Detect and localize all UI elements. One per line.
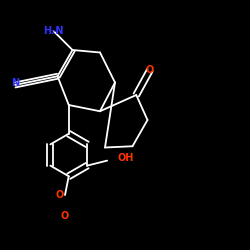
- Text: N: N: [11, 78, 19, 88]
- Text: H₂N: H₂N: [44, 26, 64, 36]
- Text: O: O: [146, 65, 154, 75]
- Text: O: O: [56, 190, 64, 200]
- Text: OH: OH: [117, 153, 134, 163]
- Text: O: O: [61, 211, 69, 221]
